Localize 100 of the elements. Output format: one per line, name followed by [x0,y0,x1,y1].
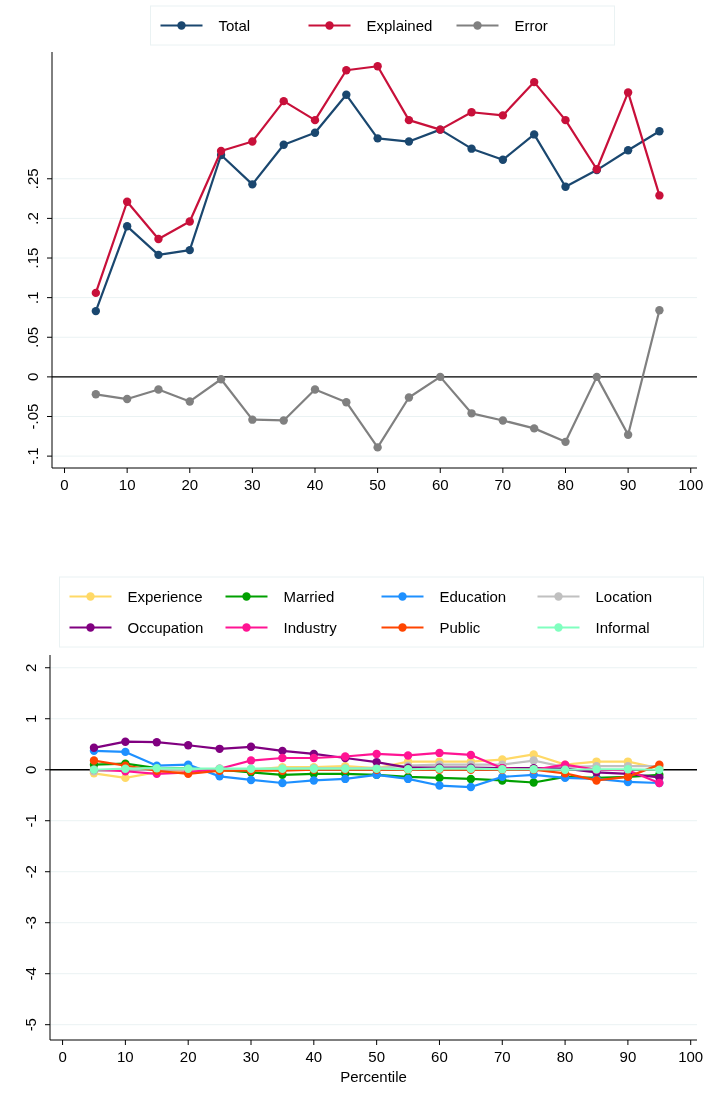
point [278,746,287,756]
legend-label: Education [439,587,507,605]
point [561,182,570,191]
point [122,394,132,404]
point [154,234,163,244]
point [561,437,570,447]
point [185,217,194,226]
point [623,146,633,155]
y-tick-label: 1 [22,714,39,723]
point [373,62,382,71]
point [655,127,664,136]
point [121,747,130,757]
point [279,96,288,106]
point [246,742,256,751]
y-tick-label: .2 [24,212,41,225]
point [373,134,382,143]
point [341,774,350,784]
legend-label: Industry [283,618,338,636]
y-tick-label: 0 [22,765,39,774]
point [310,128,320,138]
point [278,753,287,763]
point [404,115,414,125]
x-tick-label: 60 [431,476,449,493]
x-axis-title: Percentile [340,1068,407,1085]
x-tick-label: 100 [678,1048,704,1065]
point [529,778,538,787]
point [183,741,193,750]
point [467,108,476,117]
point [121,773,130,783]
point [279,140,288,149]
legend-label: Experience [127,587,203,605]
x-tick-label: 10 [117,1048,134,1065]
y-tick-label: .1 [24,291,41,304]
point [655,306,664,315]
point [246,775,256,785]
point [152,738,161,747]
point [529,424,539,433]
point [246,756,256,765]
point [310,115,320,125]
point [248,415,257,424]
point [91,306,101,316]
x-tick-label: 30 [242,1048,260,1065]
x-tick-label: 70 [493,1048,511,1065]
point [215,744,224,754]
point [529,756,538,765]
point [466,774,476,784]
point [342,90,351,99]
point [529,77,539,87]
x-tick-label: 30 [244,476,261,493]
point [623,88,633,97]
point [278,778,287,788]
point [279,416,288,425]
x-tick-label: 90 [619,1048,637,1065]
point [216,375,226,384]
point [498,772,507,782]
point [435,781,444,790]
y-tick-label: .25 [24,168,41,190]
y-tick-label: .15 [24,247,41,269]
legend-label: Informal [595,618,650,636]
point [403,751,413,760]
point [216,146,226,156]
point [372,757,381,767]
x-tick-label: 100 [678,476,704,493]
point [467,144,476,153]
point [309,753,319,763]
y-tick-label: -4 [22,967,39,981]
point [185,397,194,406]
x-tick-label: 40 [306,476,324,493]
point [89,756,99,765]
x-tick-label: 70 [494,476,512,493]
point [529,130,539,139]
point [498,111,508,120]
x-tick-label: 50 [368,1048,385,1065]
point [404,137,414,146]
point [248,180,257,189]
point [91,288,101,298]
point [466,782,476,792]
y-tick-label: -5 [22,1018,39,1032]
x-tick-label: 80 [557,476,574,493]
x-tick-label: 40 [305,1048,323,1065]
point [122,197,132,206]
x-tick-label: 20 [179,1048,197,1065]
y-tick-label: -2 [22,865,39,879]
x-tick-label: 10 [118,476,136,493]
point [309,776,319,785]
point [467,409,476,418]
point [436,372,445,382]
y-tick-label: -3 [22,916,39,930]
y-tick-label: 2 [22,663,39,672]
y-tick-label: -.1 [24,447,41,465]
point [592,372,602,382]
point [498,155,508,164]
point [154,250,163,260]
legend-label: Married [283,587,335,605]
point [561,115,570,125]
x-tick-label: 60 [431,1048,448,1065]
legend-label: Public [439,618,481,636]
point [498,416,508,425]
x-tick-label: 80 [556,1048,574,1065]
point [122,222,132,231]
